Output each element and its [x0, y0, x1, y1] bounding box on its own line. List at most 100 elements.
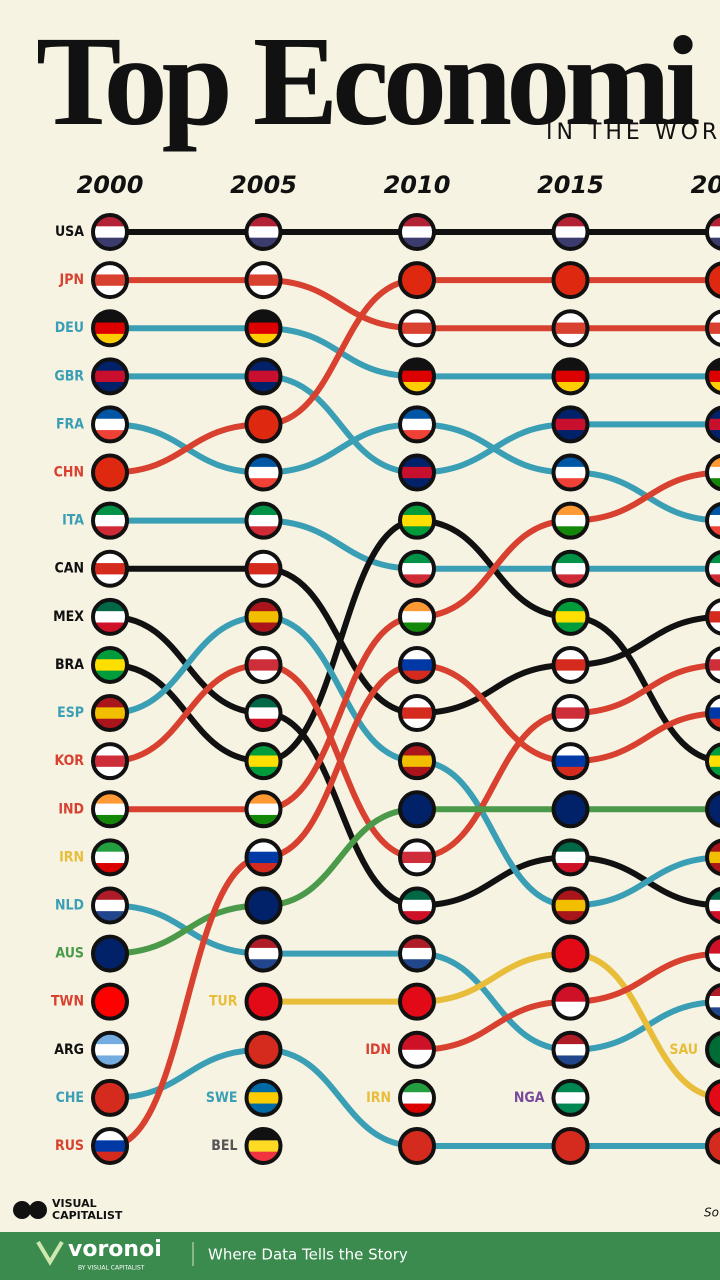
flag-stripe	[708, 622, 720, 633]
flag-stripe	[247, 1081, 280, 1093]
flag-stripe	[401, 418, 433, 431]
flag-stripe	[401, 851, 433, 864]
flag-ring	[551, 597, 590, 636]
flag-stripe	[94, 622, 126, 633]
flag-stripe	[554, 526, 587, 537]
voronoi-logo	[36, 1240, 64, 1266]
flag-stripe	[708, 381, 720, 393]
flag	[94, 889, 126, 922]
flag-stripe	[94, 504, 126, 516]
flag-marker	[705, 598, 720, 636]
flag-marker	[705, 453, 720, 492]
flag-stripe	[708, 456, 720, 468]
flag-stripe	[554, 237, 587, 248]
flag-stripe	[94, 274, 126, 287]
flag-stripe	[247, 285, 280, 297]
flag-ring	[551, 309, 590, 348]
flag-stripe	[247, 370, 280, 383]
flag-stripe	[94, 563, 126, 575]
flag	[401, 552, 433, 585]
flag-marker	[705, 790, 720, 828]
flag-marker	[244, 790, 283, 829]
flag-stripe	[554, 659, 587, 672]
flag-stripe	[401, 755, 433, 768]
flag-stripe	[554, 408, 587, 420]
flag-stripe	[401, 707, 433, 720]
flag-stripe	[94, 237, 126, 248]
flag-marker	[244, 405, 283, 444]
flag-stripe	[708, 697, 720, 708]
flag-ring	[705, 261, 720, 299]
flag-stripe	[247, 697, 280, 708]
flag-ring	[705, 646, 720, 684]
series-label: BEL	[211, 1138, 237, 1154]
flag-stripe	[401, 659, 433, 672]
flag-stripe	[401, 947, 433, 960]
flag	[401, 745, 433, 778]
x-tick-label: 2020	[691, 171, 720, 199]
flag-marker	[398, 790, 436, 829]
rank-line	[109, 806, 720, 957]
flag	[708, 985, 720, 1018]
flag-stripe	[401, 552, 433, 564]
flag-stripe	[708, 322, 720, 335]
flag-ring	[551, 357, 590, 396]
flag-stripe	[401, 360, 433, 372]
series-label: BRA	[55, 657, 84, 673]
series-label: CHE	[56, 1090, 84, 1106]
flag-stripe	[94, 814, 126, 826]
flag-stripe	[708, 408, 720, 420]
flag-marker	[91, 405, 129, 444]
flag-stripe	[247, 526, 280, 537]
flag-stripe	[94, 216, 126, 227]
flag-stripe	[708, 648, 720, 660]
flag-ring	[244, 213, 283, 251]
flag-stripe	[94, 1140, 126, 1153]
flags-layer	[91, 213, 720, 1165]
flag-ring	[398, 694, 436, 733]
flag-stripe	[401, 899, 433, 912]
flag-marker	[244, 261, 283, 300]
flag-ring	[91, 357, 129, 396]
flag-stripe	[247, 1130, 280, 1141]
flag-stripe	[554, 718, 587, 730]
flag-ring	[705, 405, 720, 443]
flag-ring	[244, 1030, 283, 1069]
flag-marker	[551, 549, 590, 588]
chart-title: Top Economi	[36, 10, 699, 152]
flag-stripe	[554, 418, 587, 431]
flag-stripe	[708, 985, 720, 997]
flag-stripe	[94, 514, 126, 527]
flag-stripe	[94, 889, 126, 901]
flag-stripe	[554, 863, 587, 874]
flag-ring	[398, 453, 436, 492]
flag-stripe	[401, 1092, 433, 1105]
series-label: TUR	[209, 994, 238, 1010]
flag-stripe	[401, 1049, 433, 1066]
flag-marker	[398, 982, 436, 1021]
flag	[401, 312, 433, 345]
flag-stripe	[94, 851, 126, 864]
flag-ring	[705, 886, 720, 925]
flag-stripe	[247, 611, 280, 624]
flag-stripe	[247, 718, 280, 730]
flag-stripe	[401, 1081, 433, 1093]
brand-text: CAPITALIST	[52, 1209, 123, 1222]
series-label: ESP	[57, 705, 84, 721]
flag-stripe	[401, 322, 433, 335]
flag	[401, 600, 433, 633]
flag-ring	[91, 549, 129, 588]
flag-stripe	[554, 478, 587, 489]
footer-by: BY VISUAL CAPITALIST	[78, 1265, 145, 1272]
series-label: IRN	[59, 849, 84, 865]
flag-stripe	[247, 707, 280, 720]
flag-stripe	[247, 670, 280, 681]
flag-marker	[91, 501, 129, 540]
flag	[554, 841, 587, 874]
flag-stripe	[708, 466, 720, 479]
flag-stripe	[708, 841, 720, 853]
flag	[94, 408, 126, 441]
flag-ring	[244, 357, 283, 396]
flag-marker	[398, 261, 436, 300]
